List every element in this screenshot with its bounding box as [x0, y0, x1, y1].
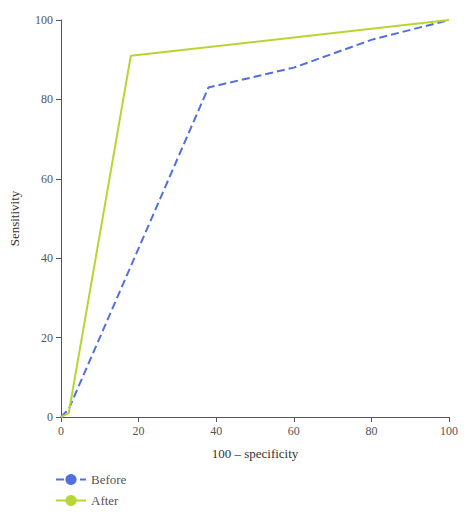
svg-text:After: After: [91, 493, 119, 508]
svg-text:80: 80: [41, 92, 53, 106]
svg-text:60: 60: [41, 172, 53, 186]
svg-text:0: 0: [47, 410, 53, 424]
svg-text:80: 80: [365, 424, 377, 438]
svg-text:40: 40: [41, 251, 53, 265]
svg-text:20: 20: [41, 331, 53, 345]
svg-text:60: 60: [288, 424, 300, 438]
svg-text:Before: Before: [91, 472, 127, 487]
svg-text:100: 100: [35, 13, 53, 27]
svg-text:Sensitivity: Sensitivity: [7, 190, 22, 246]
svg-text:100 – specificity: 100 – specificity: [212, 446, 299, 461]
svg-text:20: 20: [133, 424, 145, 438]
svg-text:40: 40: [210, 424, 222, 438]
svg-text:0: 0: [58, 424, 64, 438]
svg-text:100: 100: [440, 424, 458, 438]
